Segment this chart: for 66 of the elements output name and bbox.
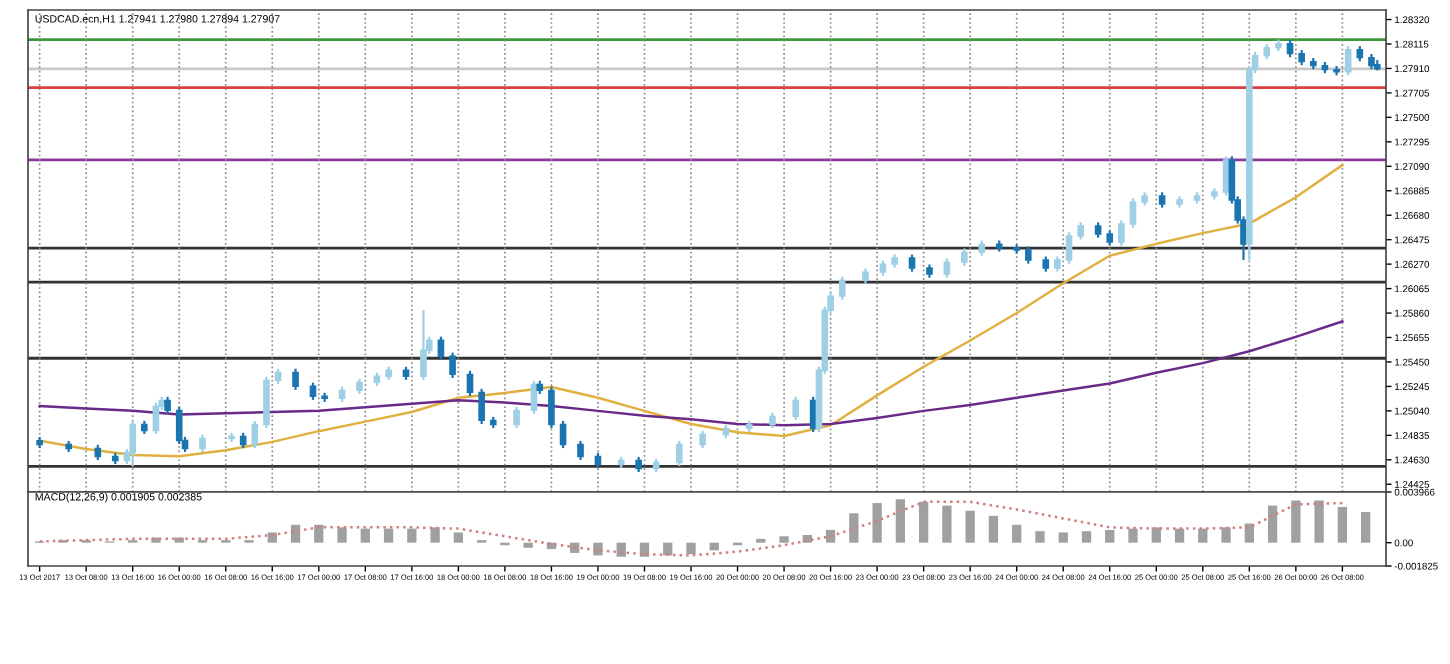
bar xyxy=(407,528,417,543)
bar xyxy=(360,528,370,543)
bar xyxy=(895,499,906,543)
candlestick xyxy=(1065,231,1073,265)
candlestick xyxy=(513,405,520,430)
candlestick xyxy=(943,257,951,279)
bar xyxy=(523,542,533,548)
candlestick xyxy=(263,375,270,430)
bar xyxy=(918,501,929,543)
bar xyxy=(1012,524,1022,543)
candlestick xyxy=(809,395,817,434)
bar xyxy=(1151,527,1161,543)
bar xyxy=(1198,528,1208,543)
bar xyxy=(1291,500,1301,543)
bar xyxy=(849,513,859,543)
bar xyxy=(1128,528,1138,543)
bar xyxy=(988,515,999,543)
bar xyxy=(1267,505,1278,543)
bar xyxy=(779,536,789,543)
candlestick xyxy=(548,385,555,430)
candlestick xyxy=(559,419,567,450)
bar xyxy=(1337,506,1348,543)
candlestick xyxy=(251,419,259,450)
candlestick xyxy=(1222,155,1230,197)
candlestick xyxy=(437,335,445,361)
candlestick xyxy=(838,275,846,301)
candlestick xyxy=(292,367,299,391)
candlestick xyxy=(577,439,584,462)
bar xyxy=(1360,512,1371,543)
candlestick xyxy=(1118,219,1125,247)
candlestick xyxy=(1333,64,1340,77)
bar xyxy=(1035,531,1045,543)
bar xyxy=(686,542,696,555)
candlestick xyxy=(321,391,328,404)
bar xyxy=(1314,500,1324,543)
bar xyxy=(314,524,324,543)
bar xyxy=(872,503,882,543)
bar xyxy=(1058,532,1068,543)
bar xyxy=(383,528,394,543)
candlestick xyxy=(466,369,474,398)
bar xyxy=(1081,531,1092,543)
bar xyxy=(1105,529,1115,543)
bar xyxy=(825,529,836,543)
candlestick xyxy=(676,439,683,468)
bar xyxy=(965,510,975,543)
line-series xyxy=(38,163,1344,458)
bar xyxy=(1174,528,1185,543)
candlestick xyxy=(1344,44,1352,77)
bar xyxy=(337,527,347,543)
candlestick xyxy=(175,405,183,446)
candlestick xyxy=(449,351,456,380)
bar xyxy=(942,505,952,543)
bar xyxy=(290,524,301,543)
bar xyxy=(267,532,277,543)
candlestick xyxy=(420,309,427,381)
line-series xyxy=(38,320,1344,427)
candlestick xyxy=(1129,197,1137,229)
bar xyxy=(616,542,626,557)
candlestick xyxy=(129,419,136,468)
bar xyxy=(453,532,464,543)
bar xyxy=(430,527,440,543)
bar xyxy=(1221,527,1231,543)
candlestick xyxy=(228,431,235,444)
candlestick xyxy=(792,395,800,422)
candlestick xyxy=(478,387,485,426)
line-series xyxy=(38,500,1344,557)
